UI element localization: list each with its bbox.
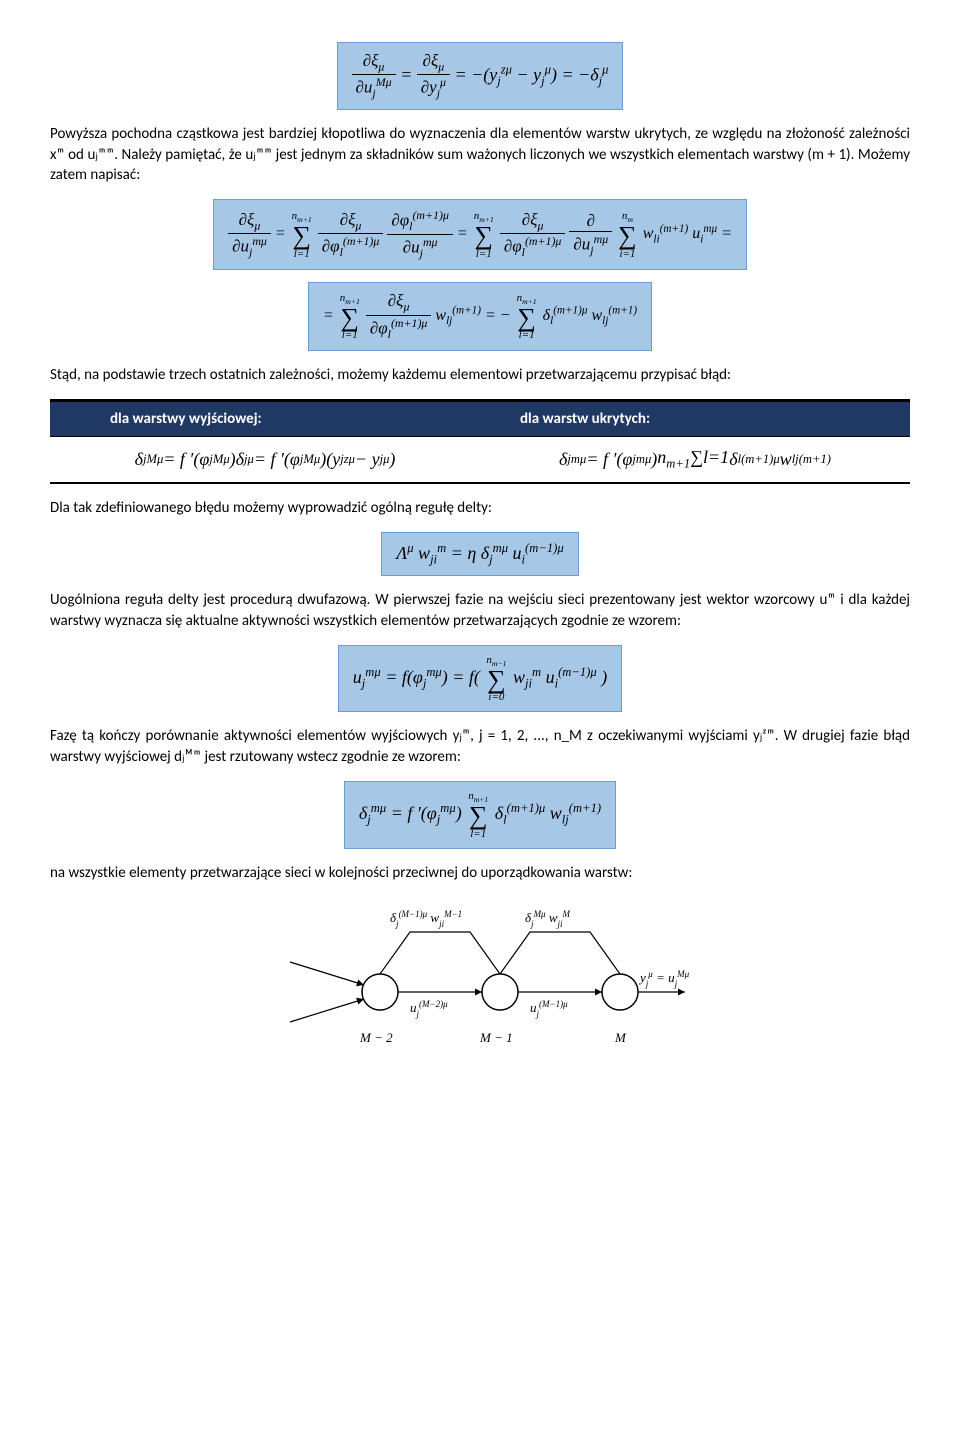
equation-hidden-layer: δjmμ = f ′(φjmμ) nm+1∑l=1 δl(m+1)μ wlj(m… — [480, 437, 910, 482]
diagram-label-top-left: δj(M−1)μ wjiM−1 — [390, 909, 462, 929]
equation-block: ∂ξμ∂ujmμ = nm+1∑l=1 ∂ξμ∂φl(m+1)μ ∂φl(m+1… — [50, 199, 910, 270]
equation-output-layer: δjMμ = f ′(φjMμ)δjμ = f ′(φjMμ)(yjzμ − y… — [50, 437, 480, 482]
equation-back: δjmμ = f ′(φjmμ) nm+1∑l=1 δl(m+1)μ wlj(m… — [344, 781, 616, 849]
diagram-label-u-right: uj(M−1)μ — [530, 999, 568, 1019]
diagram-layer-c: M — [614, 1030, 627, 1045]
paragraph-5: Fazę tą kończy porównanie aktywności ele… — [50, 726, 910, 767]
diagram-layer-a: M − 2 — [359, 1030, 393, 1045]
equation-block: ∂ξμ∂ujMμ = ∂ξμ∂yjμ = −(yjzμ − yjμ) = −δj… — [50, 42, 910, 110]
error-table: dla warstwy wyjściowej: dla warstw ukryt… — [50, 399, 910, 484]
equation-block: Λμ wjim = η δjmμ ui(m−1)μ — [50, 532, 910, 577]
diagram-layer-b: M − 1 — [479, 1030, 513, 1045]
equation-chain-a: ∂ξμ∂ujmμ = nm+1∑l=1 ∂ξμ∂φl(m+1)μ ∂φl(m+1… — [213, 199, 747, 270]
backprop-diagram: δj(M−1)μ wjiM−1 δjMμ wjiM yjμ = ujMμ uj(… — [50, 897, 910, 1047]
diagram-label-top-right: δjMμ wjiM — [525, 909, 571, 929]
equation-delta-rule: Λμ wjim = η δjmμ ui(m−1)μ — [381, 532, 578, 577]
paragraph-6: na wszystkie elementy przetwarzające sie… — [50, 863, 910, 883]
equation-forward: ujmμ = f(φjmμ) = f( nm−1∑i=0 wjim ui(m−1… — [338, 645, 622, 713]
equation-block: ujmμ = f(φjmμ) = f( nm−1∑i=0 wjim ui(m−1… — [50, 645, 910, 713]
equation-partial-xi: ∂ξμ∂ujMμ = ∂ξμ∂yjμ = −(yjzμ − yjμ) = −δj… — [337, 42, 624, 110]
equation-chain-b: = nm+1∑l=1 ∂ξμ∂φl(m+1)μ wlj(m+1) = − nm+… — [308, 282, 652, 350]
equation-block: δjmμ = f ′(φjmμ) nm+1∑l=1 δl(m+1)μ wlj(m… — [50, 781, 910, 849]
paragraph-4: Uogólniona reguła delty jest procedurą d… — [50, 590, 910, 631]
diagram-label-u-left: uj(M−2)μ — [410, 999, 448, 1019]
diagram-label-output: yjμ = ujMμ — [638, 969, 690, 989]
table-header-left: dla warstwy wyjściowej: — [70, 406, 480, 432]
paragraph-1: Powyższa pochodna cząstkowa jest bardzie… — [50, 124, 910, 185]
table-header-right: dla warstw ukrytych: — [480, 406, 890, 432]
paragraph-2: Stąd, na podstawie trzech ostatnich zale… — [50, 365, 910, 385]
paragraph-3: Dla tak zdefiniowanego błędu możemy wypr… — [50, 498, 910, 518]
equation-block: = nm+1∑l=1 ∂ξμ∂φl(m+1)μ wlj(m+1) = − nm+… — [50, 282, 910, 350]
